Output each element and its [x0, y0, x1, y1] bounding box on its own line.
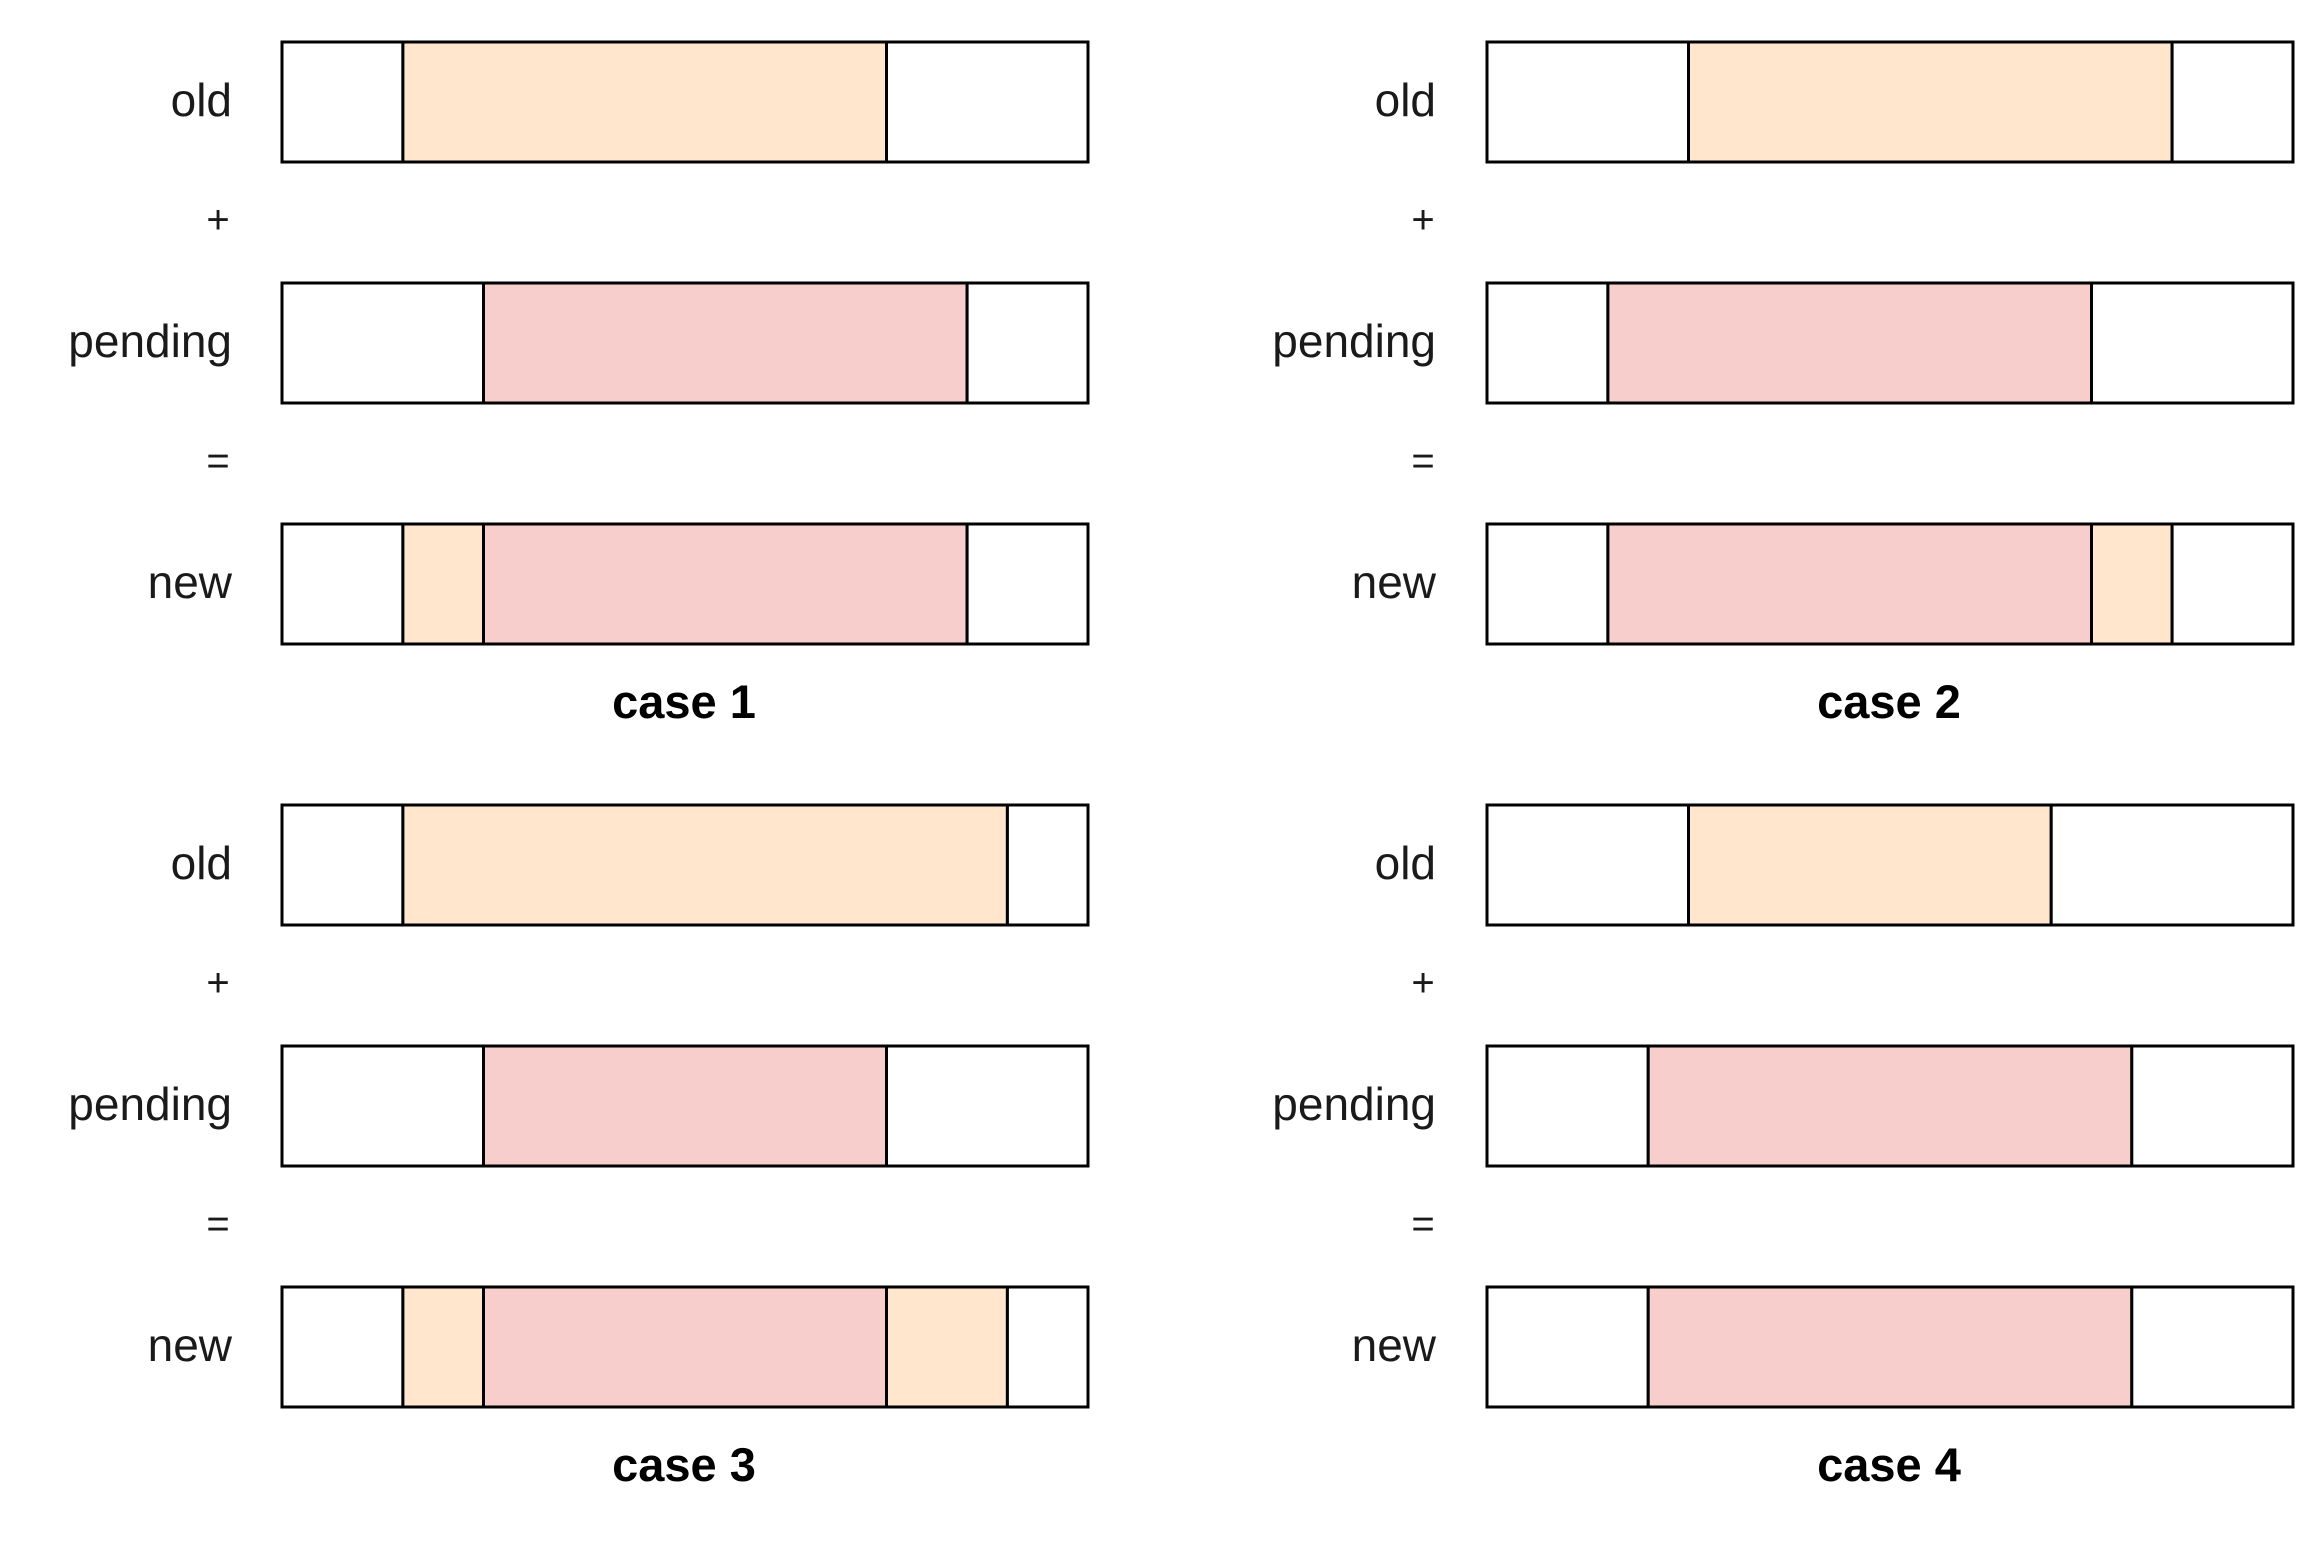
case-2-caption: case 2: [1817, 675, 1961, 728]
equals-operator: =: [206, 1202, 229, 1246]
row-label-new: new: [1352, 1319, 1437, 1371]
row-label-new: new: [148, 1319, 233, 1371]
segment-old: [885, 1285, 1009, 1409]
case-4-caption: case 4: [1817, 1438, 1961, 1491]
segment-empty: [2170, 40, 2295, 164]
segment-pending: [1606, 522, 2094, 646]
plus-operator: +: [1411, 961, 1434, 1005]
case-1-pending-bar: [280, 281, 1090, 405]
row-label-new: new: [1352, 556, 1437, 608]
case-1-pending-row: pending: [68, 281, 1090, 405]
case-1-caption: case 1: [612, 675, 756, 728]
segment-empty: [1485, 803, 1690, 927]
segment-empty: [280, 1285, 405, 1409]
segment-old: [1687, 803, 2053, 927]
case-3-pending-bar: [280, 1044, 1090, 1168]
segment-empty: [1005, 803, 1090, 927]
plus-operator: +: [206, 198, 229, 242]
segment-empty: [280, 803, 405, 927]
case-3-panel: old + pending = new case 3: [68, 803, 1090, 1491]
segment-old: [2090, 522, 2174, 646]
case-4-old-bar: [1485, 803, 2295, 927]
case-3-new-bar: [280, 1285, 1090, 1409]
case-1-old-bar: [280, 40, 1090, 164]
row-label-pending: pending: [1272, 1078, 1436, 1130]
segment-old: [401, 1285, 485, 1409]
case-4-old-row: old: [1375, 803, 2295, 927]
row-label-pending: pending: [68, 1078, 232, 1130]
segment-pending: [482, 281, 969, 405]
case-3-caption: case 3: [612, 1438, 756, 1491]
segment-empty: [1485, 1044, 1650, 1168]
segment-old: [401, 803, 1009, 927]
segment-empty: [2049, 803, 2295, 927]
segment-pending: [1646, 1044, 2134, 1168]
segment-empty: [1485, 281, 1610, 405]
segment-empty: [1485, 40, 1690, 164]
segment-empty: [2170, 522, 2295, 646]
segment-empty: [885, 40, 1090, 164]
case-2-old-bar: [1485, 40, 2295, 164]
case-2-pending-bar: [1485, 281, 2295, 405]
segment-empty: [1485, 522, 1610, 646]
equals-operator: =: [1411, 439, 1434, 483]
plus-operator: +: [1411, 198, 1434, 242]
case-2-panel: old + pending = new case 2: [1272, 40, 2295, 728]
row-label-new: new: [148, 556, 233, 608]
case-2-new-row: new: [1352, 522, 2295, 646]
row-label-old: old: [171, 74, 232, 126]
equals-operator: =: [206, 439, 229, 483]
equals-operator: =: [1411, 1202, 1434, 1246]
row-label-pending: pending: [68, 315, 232, 367]
segment-empty: [965, 522, 1090, 646]
segment-pending: [1606, 281, 2094, 405]
segment-empty: [1005, 1285, 1090, 1409]
segment-empty: [280, 522, 405, 646]
row-label-old: old: [171, 837, 232, 889]
row-label-pending: pending: [1272, 315, 1436, 367]
segment-empty: [280, 281, 485, 405]
plus-operator: +: [206, 961, 229, 1005]
segment-empty: [1485, 1285, 1650, 1409]
segment-empty: [965, 281, 1090, 405]
segment-empty: [2090, 281, 2295, 405]
case-1-old-row: old: [171, 40, 1090, 164]
case-3-pending-row: pending: [68, 1044, 1090, 1168]
case-2-new-bar: [1485, 522, 2295, 646]
row-label-old: old: [1375, 74, 1436, 126]
case-1-new-row: new: [148, 522, 1090, 646]
segment-pending: [482, 1285, 888, 1409]
case-3-new-row: new: [148, 1285, 1090, 1409]
case-4-pending-bar: [1485, 1044, 2295, 1168]
segment-empty: [280, 1044, 485, 1168]
segment-old: [401, 40, 888, 164]
case-4-pending-row: pending: [1272, 1044, 2295, 1168]
segment-pending: [482, 522, 969, 646]
case-1-panel: old + pending = new case 1: [68, 40, 1090, 728]
case-2-pending-row: pending: [1272, 281, 2295, 405]
segment-old: [401, 522, 485, 646]
segment-empty: [2130, 1285, 2295, 1409]
case-2-old-row: old: [1375, 40, 2295, 164]
case-4-new-row: new: [1352, 1285, 2295, 1409]
row-label-old: old: [1375, 837, 1436, 889]
segment-old: [1687, 40, 2174, 164]
case-1-new-bar: [280, 522, 1090, 646]
segment-pending: [1646, 1285, 2134, 1409]
segment-pending: [482, 1044, 888, 1168]
case-3-old-row: old: [171, 803, 1090, 927]
case-4-new-bar: [1485, 1285, 2295, 1409]
segment-empty: [2130, 1044, 2295, 1168]
segment-empty: [280, 40, 405, 164]
segment-empty: [885, 1044, 1090, 1168]
case-3-old-bar: [280, 803, 1090, 927]
case-4-panel: old + pending = new case 4: [1272, 803, 2295, 1491]
